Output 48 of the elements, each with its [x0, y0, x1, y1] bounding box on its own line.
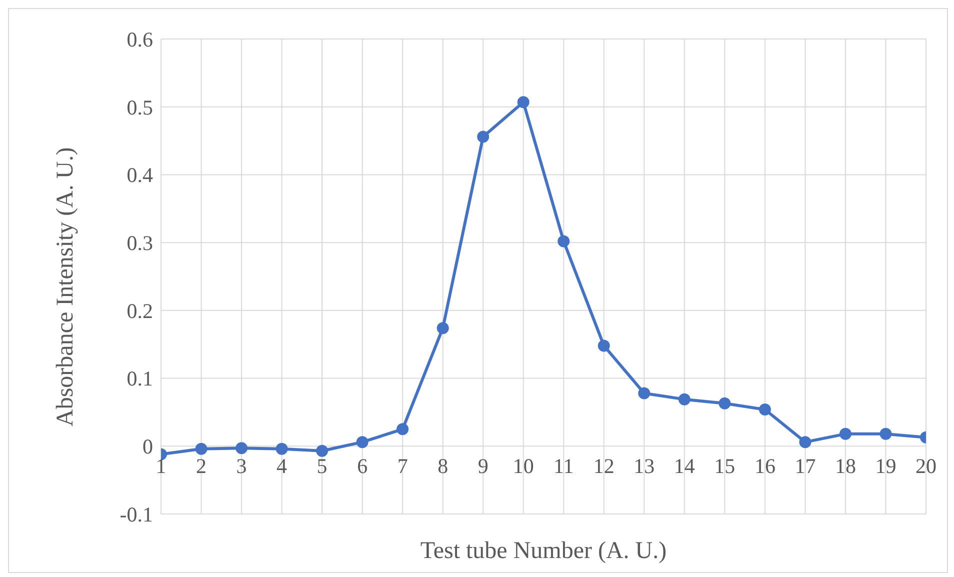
point — [839, 428, 852, 440]
point — [638, 387, 650, 400]
point — [276, 442, 288, 455]
x-tick-label: 4 — [276, 454, 288, 478]
point — [195, 442, 208, 455]
x-tick-label: 2 — [196, 454, 207, 478]
x-tick-label: 5 — [316, 454, 328, 478]
y-tick-label: -0.1 — [120, 502, 153, 526]
x-tick-label: 6 — [357, 454, 368, 478]
x-tick-label: 20 — [916, 454, 936, 478]
point — [517, 96, 530, 108]
x-tick-label: 8 — [438, 454, 448, 478]
y-tick-label: 0.1 — [126, 366, 153, 391]
x-axis-title: Test tube Number (A. U.) — [420, 538, 667, 564]
y-tick-label: 0.5 — [126, 95, 153, 120]
x-tick-label: 12 — [593, 454, 614, 478]
point — [316, 444, 328, 457]
y-tick-label: 0.6 — [126, 27, 153, 52]
point — [236, 442, 248, 454]
x-tick-label: 17 — [794, 454, 816, 478]
x-tick-label: 11 — [554, 454, 574, 478]
x-tick-label: 13 — [634, 454, 655, 478]
point — [799, 436, 812, 448]
x-tick-label: 18 — [834, 454, 856, 478]
x-tick-label: 10 — [512, 454, 534, 478]
point — [758, 404, 771, 416]
x-tick-label: 15 — [714, 454, 736, 478]
x-tick-label: 7 — [397, 454, 408, 478]
y-tick-label: 0.2 — [126, 298, 153, 323]
point — [396, 423, 409, 436]
x-tick-label: 9 — [478, 454, 488, 478]
point — [880, 428, 892, 440]
point — [436, 322, 449, 334]
point — [558, 235, 570, 248]
y-tick-label: 0.3 — [126, 231, 153, 256]
y-axis-title: Absorbance Intensity (A. U.) — [52, 147, 79, 426]
point — [718, 397, 731, 410]
x-tick-label: 3 — [236, 454, 247, 478]
point — [477, 130, 490, 143]
point — [678, 393, 690, 406]
y-tick-label: 0 — [142, 434, 153, 459]
x-tick-label: 14 — [674, 454, 696, 478]
x-tick-label: 1 — [156, 454, 166, 478]
x-tick-label: 19 — [875, 454, 896, 478]
x-tick-label: 16 — [754, 454, 776, 478]
point — [356, 436, 368, 448]
point — [598, 340, 610, 352]
y-tick-label: 0.4 — [126, 163, 154, 188]
